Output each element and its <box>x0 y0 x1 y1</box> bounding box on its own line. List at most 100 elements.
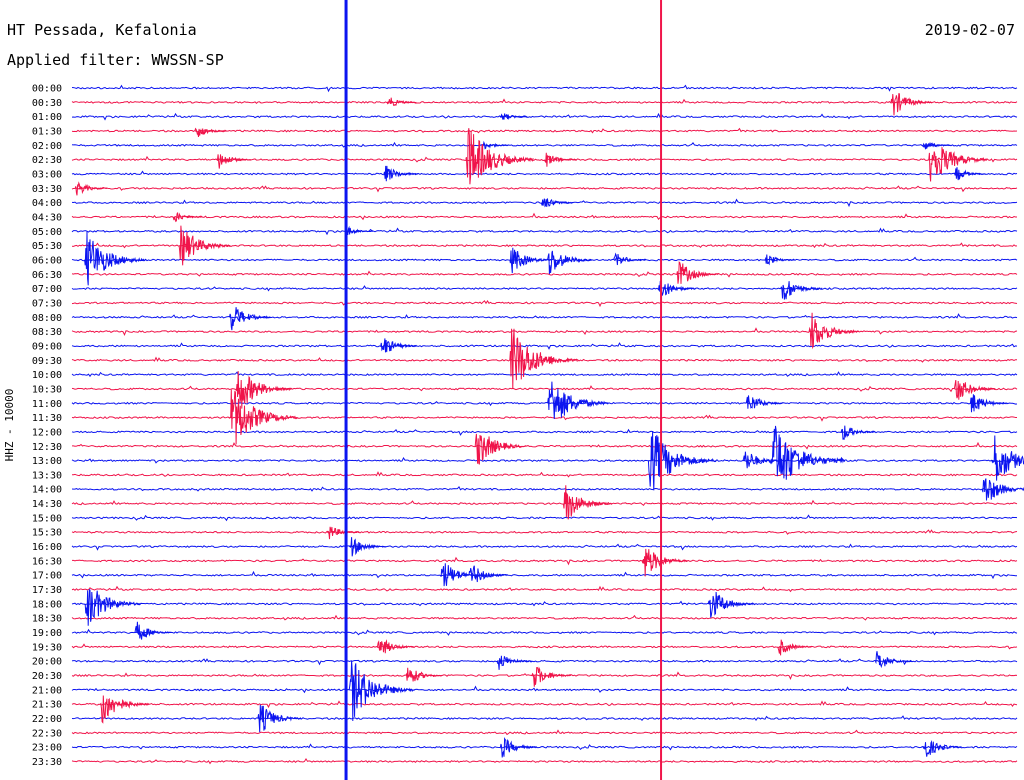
row-time-label: 17:00 <box>32 571 62 582</box>
filter-label: Applied filter: WWSSN-SP <box>7 51 224 69</box>
row-time-label: 21:30 <box>32 700 62 711</box>
row-time-label: 19:00 <box>32 628 62 639</box>
trace-line <box>71 399 1018 407</box>
event-burst <box>777 639 812 656</box>
event-burst <box>496 655 532 670</box>
event-burst <box>890 93 933 116</box>
row-time-label: 10:00 <box>32 370 62 381</box>
event-burst <box>348 660 416 722</box>
event-burst <box>808 312 860 350</box>
row-time-label: 13:30 <box>32 470 62 481</box>
trace-line <box>71 543 1018 551</box>
event-burst <box>500 113 528 121</box>
row-time-label: 03:30 <box>32 184 62 195</box>
trace-line <box>71 227 1018 236</box>
row-time-label: 17:30 <box>32 585 62 596</box>
event-burst <box>547 250 592 274</box>
row-time-label: 06:00 <box>32 255 62 266</box>
event-burst <box>742 451 783 469</box>
event-burst <box>349 537 386 557</box>
trace-line <box>71 327 1018 337</box>
trace-line <box>71 170 1018 176</box>
event-burst <box>764 254 795 266</box>
event-burst <box>99 695 150 724</box>
row-time-label: 08:00 <box>32 313 62 324</box>
trace-line <box>71 658 1018 666</box>
trace-line <box>71 499 1018 506</box>
trace-line <box>71 600 1018 607</box>
event-burst <box>531 666 572 687</box>
trace-line <box>71 270 1018 278</box>
row-time-label: 05:00 <box>32 227 62 238</box>
event-burst <box>509 247 552 274</box>
row-time-label: 18:30 <box>32 614 62 625</box>
event-burst <box>465 128 534 185</box>
trace-line <box>71 556 1018 566</box>
trace-line <box>72 441 1018 451</box>
row-time-label: 04:00 <box>32 198 62 209</box>
row-time-label: 08:30 <box>32 327 62 338</box>
row-time-label: 16:00 <box>32 542 62 553</box>
trace-line <box>71 570 1018 580</box>
event-burst <box>540 198 574 208</box>
event-burst <box>953 167 986 181</box>
row-time-label: 06:30 <box>32 270 62 281</box>
event-burst <box>922 142 951 150</box>
trace-line <box>71 485 1018 492</box>
row-time-label: 00:00 <box>32 84 62 95</box>
event-burst <box>641 548 689 577</box>
trace-line <box>71 212 1018 221</box>
trace-line <box>71 371 1018 378</box>
event-burst <box>509 328 578 390</box>
event-burst <box>647 431 717 491</box>
event-burst <box>84 588 141 626</box>
event-burst <box>235 371 292 409</box>
row-time-label: 20:00 <box>32 657 62 668</box>
trace-line <box>71 729 1018 736</box>
row-time-label: 19:30 <box>32 642 62 653</box>
trace-line <box>71 529 1018 535</box>
row-time-label: 23:00 <box>32 743 62 754</box>
trace-line <box>71 743 1018 751</box>
row-time-label: 09:00 <box>32 341 62 352</box>
channel-label: HHZ - 10000 <box>3 388 16 462</box>
trace-line <box>71 414 1018 422</box>
event-burst <box>216 154 252 169</box>
event-burst <box>770 425 846 480</box>
event-burst <box>405 667 443 682</box>
event-burst <box>991 435 1024 481</box>
trace-line <box>71 141 1018 148</box>
event-burst <box>922 740 962 757</box>
event-burst <box>383 165 419 182</box>
trace-line <box>71 614 1018 621</box>
trace-line <box>71 127 1018 134</box>
row-time-label: 23:30 <box>32 757 62 768</box>
event-burst <box>377 639 415 654</box>
event-burst <box>345 225 374 236</box>
row-time-label: 04:30 <box>32 212 62 223</box>
trace-line <box>71 155 1018 163</box>
row-time-label: 12:00 <box>32 427 62 438</box>
event-burst <box>499 737 538 758</box>
event-burst <box>874 651 913 669</box>
event-burst <box>953 380 996 400</box>
event-burst <box>474 433 527 465</box>
row-time-label: 01:30 <box>32 126 62 137</box>
event-burst <box>257 704 302 733</box>
row-time-label: 07:30 <box>32 298 62 309</box>
trace-line <box>71 514 1018 522</box>
event-burst <box>928 147 988 182</box>
event-burst <box>745 395 784 409</box>
event-burst <box>676 261 719 284</box>
row-time-label: 15:00 <box>32 513 62 524</box>
event-burst <box>657 280 696 296</box>
event-burst <box>707 592 755 618</box>
trace-line <box>71 285 1018 292</box>
event-burst <box>74 181 108 196</box>
trace-line <box>71 299 1018 308</box>
row-time-label: 14:00 <box>32 485 62 496</box>
event-burst <box>562 485 613 520</box>
trace-line <box>71 84 1018 93</box>
event-burst <box>229 389 298 445</box>
